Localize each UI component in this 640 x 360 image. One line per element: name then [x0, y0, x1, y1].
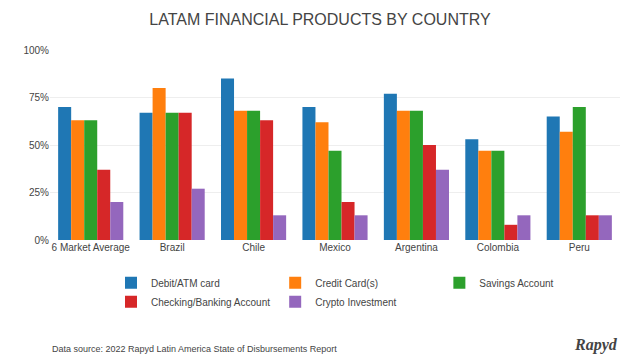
svg-text:Debit/ATM card: Debit/ATM card [151, 278, 220, 289]
svg-text:50%: 50% [29, 140, 49, 151]
svg-text:Colombia: Colombia [477, 242, 520, 253]
svg-text:Chile: Chile [242, 242, 265, 253]
svg-text:Rapyd: Rapyd [574, 336, 618, 354]
svg-text:6 Market Average: 6 Market Average [52, 242, 131, 253]
svg-text:Checking/Banking Account: Checking/Banking Account [151, 297, 270, 308]
svg-text:Peru: Peru [569, 242, 590, 253]
svg-text:Brazil: Brazil [160, 242, 185, 253]
svg-text:25%: 25% [29, 187, 49, 198]
svg-text:LATAM FINANCIAL PRODUCTS BY CO: LATAM FINANCIAL PRODUCTS BY COUNTRY [149, 11, 491, 28]
svg-text:100%: 100% [23, 45, 49, 56]
svg-text:Data source: 2022 Rapyd Latin: Data source: 2022 Rapyd Latin America St… [52, 344, 337, 354]
svg-text:Savings Account: Savings Account [479, 278, 553, 289]
svg-text:Crypto Investment: Crypto Investment [315, 297, 396, 308]
svg-text:Credit Card(s): Credit Card(s) [315, 278, 378, 289]
svg-text:Argentina: Argentina [395, 242, 438, 253]
svg-text:75%: 75% [29, 92, 49, 103]
svg-text:Mexico: Mexico [319, 242, 351, 253]
svg-text:0%: 0% [35, 235, 50, 246]
